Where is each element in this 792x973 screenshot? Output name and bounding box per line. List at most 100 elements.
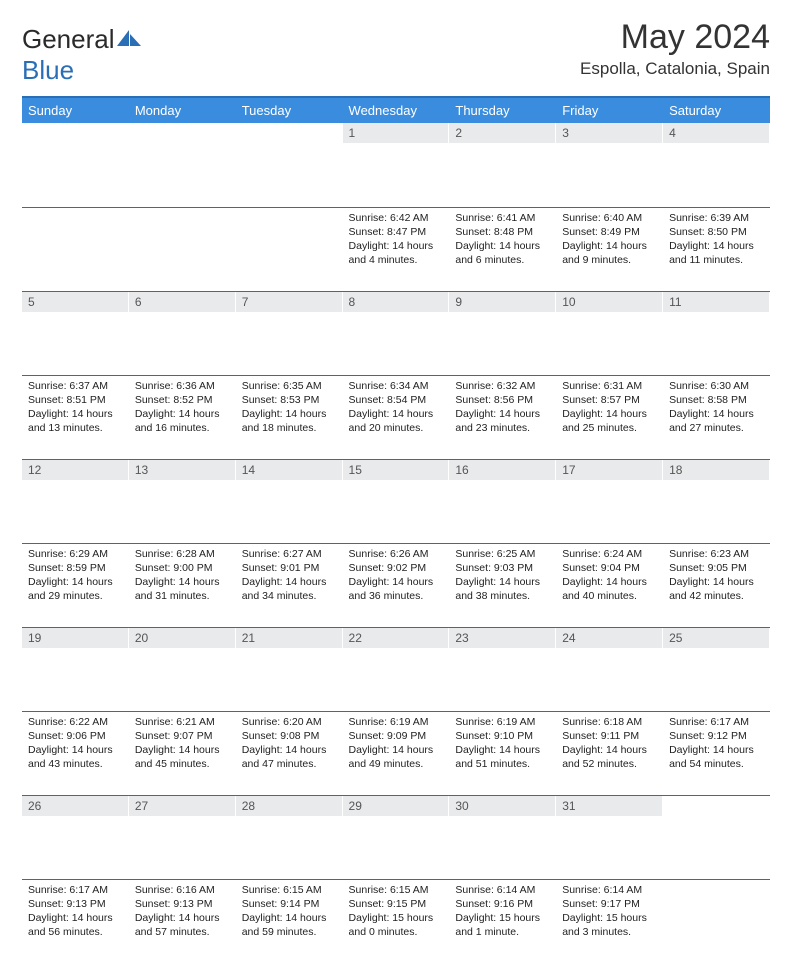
sunrise-text: Sunrise: 6:36 AM (135, 379, 230, 393)
day-number: 3 (556, 123, 663, 143)
daynum-cell: 9 (449, 291, 556, 375)
day-cell-body: Sunrise: 6:15 AMSunset: 9:14 PMDaylight:… (236, 880, 343, 946)
sunrise-text: Sunrise: 6:14 AM (562, 883, 657, 897)
day-number: 21 (236, 628, 343, 648)
daynum-cell: 10 (556, 291, 663, 375)
day-cell: Sunrise: 6:23 AMSunset: 9:05 PMDaylight:… (663, 543, 770, 627)
daylight-text: Daylight: 14 hours and 18 minutes. (242, 407, 337, 435)
day-cell-body: Sunrise: 6:35 AMSunset: 8:53 PMDaylight:… (236, 376, 343, 442)
week-row: Sunrise: 6:29 AMSunset: 8:59 PMDaylight:… (22, 543, 770, 627)
day-number: 13 (129, 460, 236, 480)
day-cell: Sunrise: 6:29 AMSunset: 8:59 PMDaylight:… (22, 543, 129, 627)
day-cell: Sunrise: 6:27 AMSunset: 9:01 PMDaylight:… (236, 543, 343, 627)
daylight-text: Daylight: 14 hours and 4 minutes. (349, 239, 444, 267)
daynum-cell: 17 (556, 459, 663, 543)
day-cell: Sunrise: 6:30 AMSunset: 8:58 PMDaylight:… (663, 375, 770, 459)
daynum-cell: 28 (236, 795, 343, 879)
sunset-text: Sunset: 9:11 PM (562, 729, 657, 743)
daynum-cell: 27 (129, 795, 236, 879)
day-cell-body: Sunrise: 6:42 AMSunset: 8:47 PMDaylight:… (343, 208, 450, 274)
day-cell: Sunrise: 6:19 AMSunset: 9:10 PMDaylight:… (449, 711, 556, 795)
sunrise-text: Sunrise: 6:37 AM (28, 379, 123, 393)
daynum-row: 19202122232425 (22, 627, 770, 711)
logo-text-b: Blue (22, 55, 74, 85)
day-cell-body: Sunrise: 6:27 AMSunset: 9:01 PMDaylight:… (236, 544, 343, 610)
daynum-cell: 2 (449, 123, 556, 207)
page: General Blue May 2024 Espolla, Catalonia… (0, 0, 792, 973)
sunset-text: Sunset: 8:58 PM (669, 393, 764, 407)
sunrise-text: Sunrise: 6:28 AM (135, 547, 230, 561)
day-number (663, 796, 770, 800)
day-cell-body: Sunrise: 6:39 AMSunset: 8:50 PMDaylight:… (663, 208, 770, 274)
sunrise-text: Sunrise: 6:41 AM (455, 211, 550, 225)
day-cell (22, 207, 129, 291)
day-cell: Sunrise: 6:14 AMSunset: 9:17 PMDaylight:… (556, 879, 663, 963)
week-row: Sunrise: 6:17 AMSunset: 9:13 PMDaylight:… (22, 879, 770, 963)
day-cell-body: Sunrise: 6:18 AMSunset: 9:11 PMDaylight:… (556, 712, 663, 778)
daynum-row: 1234 (22, 123, 770, 207)
sunset-text: Sunset: 9:01 PM (242, 561, 337, 575)
day-cell: Sunrise: 6:26 AMSunset: 9:02 PMDaylight:… (343, 543, 450, 627)
daylight-text: Daylight: 14 hours and 43 minutes. (28, 743, 123, 771)
daylight-text: Daylight: 15 hours and 1 minute. (455, 911, 550, 939)
day-cell: Sunrise: 6:36 AMSunset: 8:52 PMDaylight:… (129, 375, 236, 459)
day-cell: Sunrise: 6:25 AMSunset: 9:03 PMDaylight:… (449, 543, 556, 627)
logo-text: General Blue (22, 24, 143, 86)
sunset-text: Sunset: 8:56 PM (455, 393, 550, 407)
day-cell: Sunrise: 6:39 AMSunset: 8:50 PMDaylight:… (663, 207, 770, 291)
sunrise-text: Sunrise: 6:20 AM (242, 715, 337, 729)
calendar-table: Sunday Monday Tuesday Wednesday Thursday… (22, 98, 770, 963)
daynum-cell (22, 123, 129, 207)
day-cell-body: Sunrise: 6:31 AMSunset: 8:57 PMDaylight:… (556, 376, 663, 442)
daynum-cell: 5 (22, 291, 129, 375)
page-title: May 2024 (580, 18, 770, 57)
day-number: 6 (129, 292, 236, 312)
sunset-text: Sunset: 8:47 PM (349, 225, 444, 239)
daylight-text: Daylight: 14 hours and 57 minutes. (135, 911, 230, 939)
weekday-header: Friday (556, 98, 663, 123)
sunset-text: Sunset: 8:49 PM (562, 225, 657, 239)
sunrise-text: Sunrise: 6:24 AM (562, 547, 657, 561)
sunset-text: Sunset: 9:07 PM (135, 729, 230, 743)
day-number: 1 (343, 123, 450, 143)
day-cell: Sunrise: 6:31 AMSunset: 8:57 PMDaylight:… (556, 375, 663, 459)
sunset-text: Sunset: 8:57 PM (562, 393, 657, 407)
day-cell-body: Sunrise: 6:32 AMSunset: 8:56 PMDaylight:… (449, 376, 556, 442)
daynum-cell: 8 (343, 291, 450, 375)
day-cell (129, 207, 236, 291)
day-cell (663, 879, 770, 963)
day-cell: Sunrise: 6:15 AMSunset: 9:14 PMDaylight:… (236, 879, 343, 963)
daylight-text: Daylight: 14 hours and 42 minutes. (669, 575, 764, 603)
day-cell-body: Sunrise: 6:37 AMSunset: 8:51 PMDaylight:… (22, 376, 129, 442)
daylight-text: Daylight: 14 hours and 49 minutes. (349, 743, 444, 771)
day-cell: Sunrise: 6:32 AMSunset: 8:56 PMDaylight:… (449, 375, 556, 459)
day-number: 17 (556, 460, 663, 480)
daylight-text: Daylight: 14 hours and 25 minutes. (562, 407, 657, 435)
daynum-cell: 6 (129, 291, 236, 375)
daylight-text: Daylight: 14 hours and 45 minutes. (135, 743, 230, 771)
daynum-cell: 23 (449, 627, 556, 711)
daynum-cell: 25 (663, 627, 770, 711)
day-cell (236, 207, 343, 291)
day-number: 16 (449, 460, 556, 480)
sunrise-text: Sunrise: 6:17 AM (669, 715, 764, 729)
sunset-text: Sunset: 9:14 PM (242, 897, 337, 911)
daylight-text: Daylight: 14 hours and 16 minutes. (135, 407, 230, 435)
day-number: 14 (236, 460, 343, 480)
day-number: 25 (663, 628, 770, 648)
day-number: 8 (343, 292, 450, 312)
daynum-cell: 11 (663, 291, 770, 375)
day-cell-body: Sunrise: 6:19 AMSunset: 9:10 PMDaylight:… (449, 712, 556, 778)
sunrise-text: Sunrise: 6:35 AM (242, 379, 337, 393)
daynum-cell: 20 (129, 627, 236, 711)
day-number (129, 123, 236, 127)
sunrise-text: Sunrise: 6:34 AM (349, 379, 444, 393)
daylight-text: Daylight: 14 hours and 9 minutes. (562, 239, 657, 267)
sunset-text: Sunset: 8:48 PM (455, 225, 550, 239)
day-cell: Sunrise: 6:37 AMSunset: 8:51 PMDaylight:… (22, 375, 129, 459)
day-number: 31 (556, 796, 663, 816)
day-cell-body: Sunrise: 6:17 AMSunset: 9:13 PMDaylight:… (22, 880, 129, 946)
logo-text-a: General (22, 24, 115, 54)
daylight-text: Daylight: 14 hours and 11 minutes. (669, 239, 764, 267)
sunrise-text: Sunrise: 6:42 AM (349, 211, 444, 225)
